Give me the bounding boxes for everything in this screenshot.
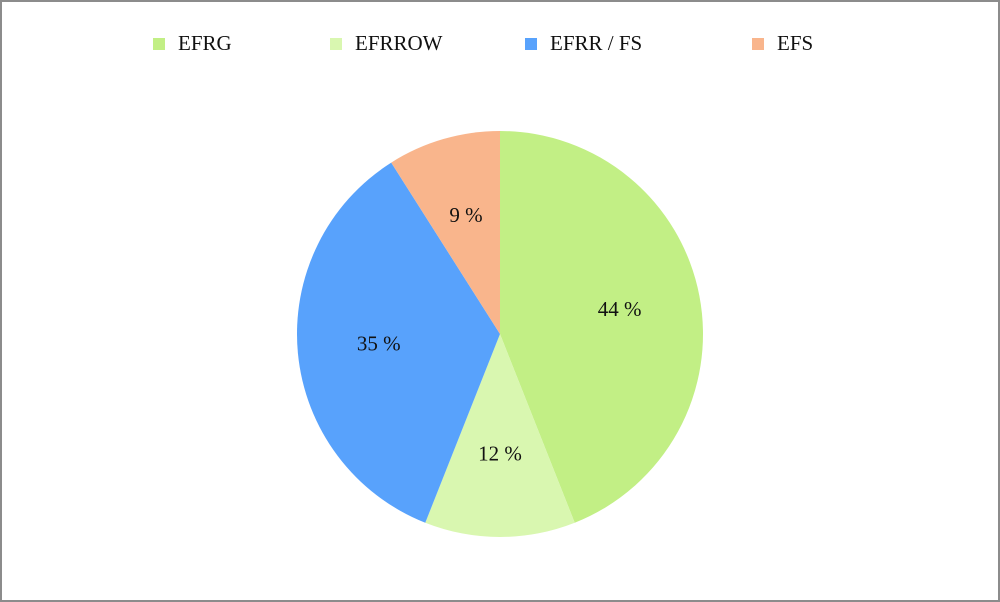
pie-slice	[391, 131, 500, 334]
legend-label: EFS	[777, 31, 813, 55]
pie-slice	[425, 334, 575, 537]
legend-label: EFRR / FS	[550, 31, 642, 55]
data-label: 9 %	[449, 203, 482, 227]
pie-slice	[297, 162, 500, 523]
data-label: 44 %	[598, 297, 642, 321]
legend-swatch	[153, 38, 165, 50]
legend-swatch	[525, 38, 537, 50]
legend-swatch	[330, 38, 342, 50]
legend-label: EFRROW	[355, 31, 443, 55]
legend-swatch	[752, 38, 764, 50]
legend-label: EFRG	[178, 31, 232, 55]
pie-slice	[500, 131, 704, 523]
data-label: 12 %	[478, 442, 522, 466]
data-label: 35 %	[357, 331, 401, 355]
